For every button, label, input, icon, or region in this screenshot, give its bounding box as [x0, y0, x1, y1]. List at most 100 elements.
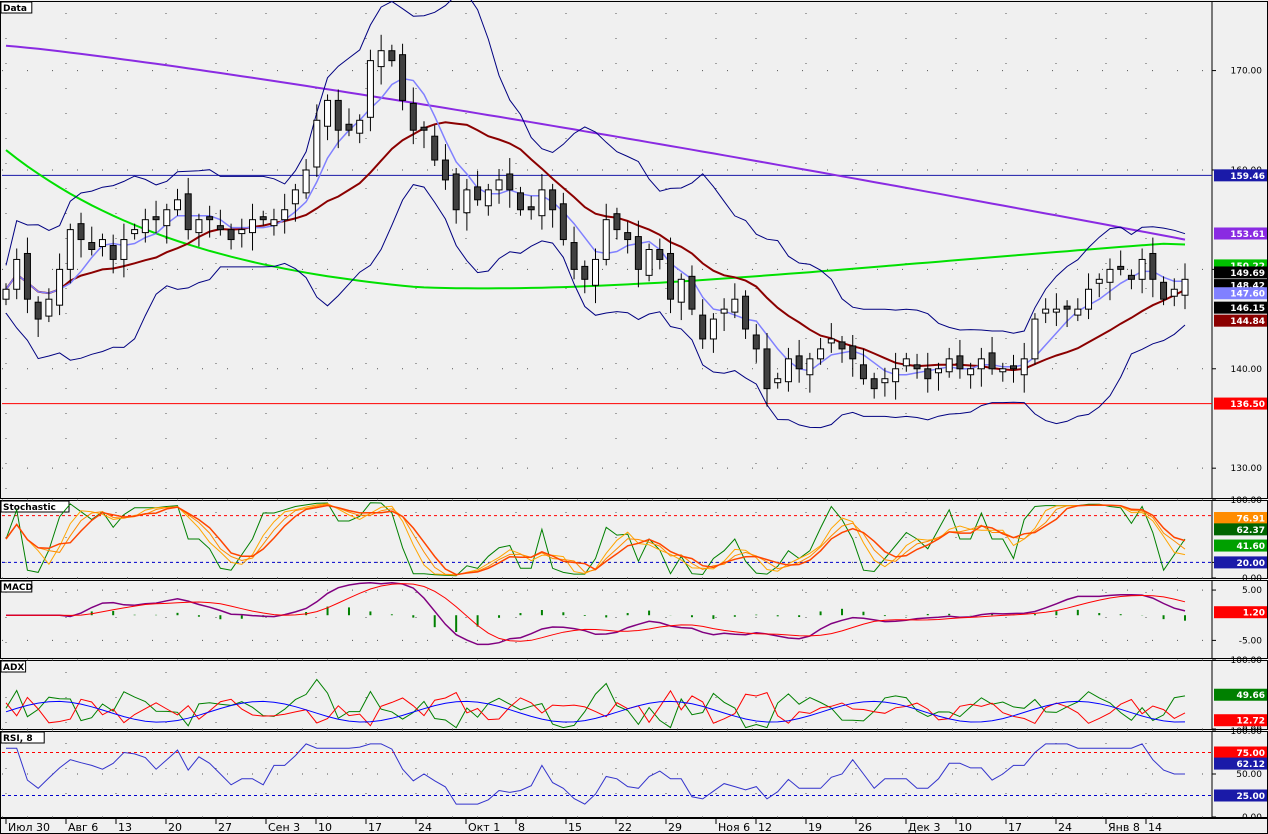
candle-body — [409, 102, 417, 131]
candle-body — [602, 219, 610, 260]
xtick-label: Дек 3 — [908, 821, 941, 834]
candle-body — [1052, 308, 1060, 313]
candle-body — [88, 242, 96, 251]
panel-rsi-8: 0.00 50.00 100.00 RSI, 8 — [0, 727, 1268, 823]
xtick-label: 12 — [758, 821, 772, 834]
bollinger-lower-line — [5, 184, 1186, 429]
candle-body — [934, 368, 942, 374]
candle-body — [324, 99, 332, 127]
panel-title: Stochastic — [3, 503, 56, 513]
candle-body — [516, 192, 524, 211]
candle-body — [774, 378, 782, 384]
candle-body — [1095, 278, 1103, 284]
xtick-label: 13 — [118, 821, 132, 834]
candle-body — [1085, 288, 1093, 310]
candle-body — [945, 358, 953, 373]
price-badge — [1214, 606, 1267, 619]
candle-body — [163, 209, 171, 227]
candle-body — [1020, 358, 1028, 376]
candle-body — [538, 189, 546, 217]
candle-body — [1042, 308, 1050, 314]
price-badge-label: 12.72 — [1237, 717, 1265, 727]
candle-body — [838, 341, 846, 350]
panel-title-box — [0, 660, 27, 673]
xtick-label: 15 — [568, 821, 582, 834]
price-badge — [1214, 266, 1267, 279]
panel-title-box — [0, 500, 70, 513]
candle-body — [259, 216, 267, 221]
candle-body — [463, 189, 471, 214]
candle-body — [1031, 318, 1039, 360]
candle-body — [441, 159, 449, 181]
xtick-label: Янв 8 — [1108, 821, 1140, 834]
candle-body — [677, 278, 685, 303]
candle-body — [345, 123, 353, 131]
panel-macd: -5.00 5.00 MACD — [0, 580, 1268, 659]
candle-body — [495, 179, 503, 191]
price-badge-label: 41.60 — [1237, 542, 1265, 552]
ytick-label: 170.00 — [1231, 67, 1263, 77]
xtick-label: 20 — [168, 821, 182, 834]
xtick-label: 19 — [808, 821, 822, 834]
candle-body — [709, 318, 717, 340]
xtick-label: Окт 1 — [468, 821, 500, 834]
xtick-label: 17 — [368, 821, 382, 834]
candle-body — [431, 135, 439, 161]
price-series — [2, 0, 1212, 429]
ytick-label: 5.00 — [1242, 586, 1262, 596]
price-badge — [1214, 512, 1267, 525]
candle-body — [827, 338, 835, 344]
price-badge — [1214, 746, 1267, 759]
ytick-label: 0.00 — [1242, 574, 1262, 584]
xtick-label: 8 — [518, 821, 525, 834]
candle-body — [1063, 305, 1071, 310]
candle-body — [849, 345, 857, 360]
ytick-label: 130.00 — [1231, 464, 1263, 474]
price-badge-label: 62.12 — [1237, 760, 1265, 770]
candle-body — [66, 229, 74, 270]
candle-body — [988, 352, 996, 370]
price-badge-label: 153.61 — [1230, 230, 1265, 240]
candle-body — [1160, 281, 1168, 300]
candle-body — [581, 265, 589, 280]
ytick-label: 50.00 — [1236, 770, 1262, 780]
candle-body — [742, 295, 750, 330]
candle-body — [1181, 278, 1189, 296]
candle-body — [206, 216, 214, 221]
price-badge — [1214, 314, 1267, 327]
candle-body — [634, 236, 642, 270]
rsi-line — [6, 743, 1185, 805]
price-badge — [1214, 301, 1267, 314]
candle-body — [1138, 258, 1146, 280]
candle-body — [1149, 252, 1157, 280]
price-badge-label: 148.42 — [1230, 282, 1265, 292]
stochastic-series — [5, 502, 1186, 577]
candle-body — [109, 245, 117, 260]
candle-body — [549, 189, 557, 211]
panel-title: Data — [3, 4, 27, 14]
price-badge-label: 136.50 — [1230, 400, 1265, 410]
price-badge-label: 146.15 — [1230, 304, 1265, 314]
candle-body — [420, 126, 428, 131]
price-badge-label: 62.37 — [1237, 526, 1265, 536]
candle-body — [924, 368, 932, 380]
candle-body — [795, 355, 803, 370]
ytick-label: 0.00 — [1242, 725, 1262, 735]
price-badge-label: 20.00 — [1237, 559, 1265, 569]
ytick-label: 100.00 — [1231, 727, 1263, 737]
stoch-signal-line — [5, 504, 1186, 576]
x-axis-bar — [0, 818, 1268, 834]
candle-body — [98, 239, 106, 248]
candle-body — [859, 364, 867, 380]
xtick-label: 27 — [218, 821, 232, 834]
xtick-label: 24 — [1058, 821, 1072, 834]
candle-body — [45, 298, 53, 317]
candle-body — [356, 119, 364, 134]
candle-body — [892, 368, 900, 383]
candle-body — [592, 258, 599, 286]
price-badge — [1214, 227, 1267, 240]
candle-body — [881, 378, 889, 384]
adx-line — [5, 700, 1186, 723]
bollinger-upper-line — [5, 0, 1186, 334]
